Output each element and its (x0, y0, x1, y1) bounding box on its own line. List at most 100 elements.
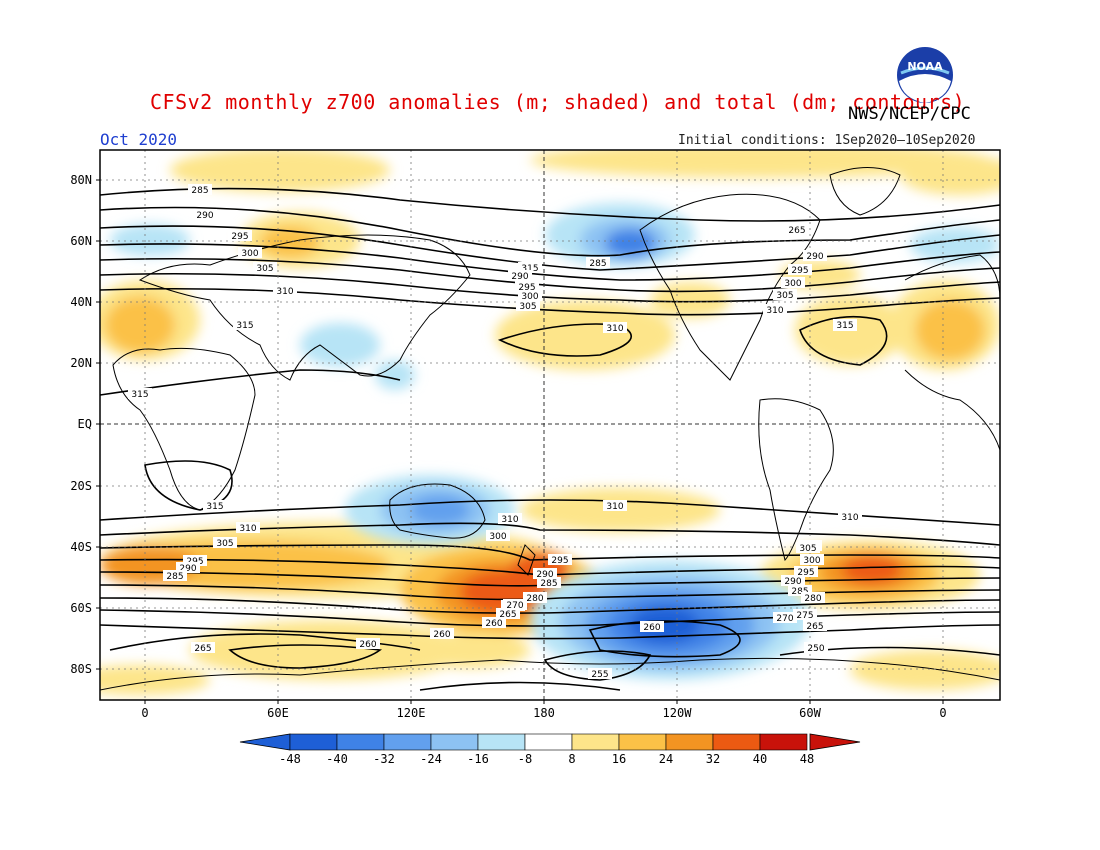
contour-label: 285 (540, 579, 557, 589)
colorbar-label: 16 (611, 752, 627, 766)
contour-label-bg (273, 285, 297, 296)
contour-label-bg (533, 568, 557, 579)
contour-label: 295 (797, 568, 814, 578)
contour-label: 305 (799, 544, 816, 554)
colorbar-label: 8 (568, 752, 576, 766)
colorbar-swatch (618, 733, 667, 751)
contour-label-bg (203, 500, 227, 511)
colorbar-swatch (383, 733, 432, 751)
contour-label: 295 (231, 232, 248, 242)
contour-label: 260 (485, 619, 502, 629)
chart-title: CFSv2 monthly z700 anomalies (m; shaded)… (150, 90, 966, 114)
contour-label-bg (773, 289, 797, 300)
contour-label-bg (781, 277, 805, 288)
noaa-logo-text: NOAA (907, 60, 943, 73)
colorbar-label: -32 (373, 752, 395, 766)
contour-label-bg (163, 570, 187, 581)
contour-label-bg (537, 577, 561, 588)
contour-label-bg (191, 642, 215, 653)
contour-label: 315 (131, 390, 148, 400)
contour-label: 310 (606, 502, 623, 512)
contour-label-bg (838, 511, 862, 522)
contour-label-bg (588, 668, 612, 679)
contour-label-bg (486, 530, 510, 541)
contour-label: 285 (191, 186, 208, 196)
contour-label-bg (785, 224, 809, 235)
contour-label: 270 (506, 601, 523, 611)
contour-label-bg (788, 585, 812, 596)
contour-label: 305 (776, 291, 793, 301)
contour-label: 265 (499, 610, 516, 620)
contour-label: 300 (521, 292, 538, 302)
colorbar-label: -48 (279, 752, 301, 766)
contour-label-bg (503, 599, 527, 610)
noaa-logo: NOAA (895, 45, 955, 109)
lon-label: 60W (799, 706, 821, 720)
contour-label: 305 (216, 539, 233, 549)
contour-label-bg (518, 290, 542, 301)
contour-label-bg (482, 617, 506, 628)
colorbar-label: -16 (467, 752, 489, 766)
colorbar-label: 24 (658, 752, 674, 766)
contour-label-bg (603, 322, 627, 333)
contour-label-bg (253, 262, 277, 273)
lat-label: 20N (70, 356, 92, 370)
contour-label-bg (356, 638, 380, 649)
colorbar-label: 48 (799, 752, 815, 766)
contour-label: 285 (791, 587, 808, 597)
contour-label: 295 (551, 556, 568, 566)
colorbar-swatch (759, 733, 808, 751)
contour-label: 310 (239, 524, 256, 534)
contour-label: 290 (511, 272, 528, 282)
contour-label: 315 (206, 502, 223, 512)
anomaly-shading (100, 150, 1000, 700)
colorbar (239, 733, 861, 751)
contour-label: 255 (591, 670, 608, 680)
contour-label-bg (773, 612, 797, 623)
colorbar-swatch (289, 733, 338, 751)
contour-label: 265 (788, 226, 805, 236)
contour-label-bg (603, 500, 627, 511)
contour-label: 310 (606, 324, 623, 334)
lon-label: 120W (662, 706, 692, 720)
lon-label: 180 (533, 706, 555, 720)
contour-label: 260 (359, 640, 376, 650)
lat-label: 60S (70, 601, 92, 615)
contour-label: 305 (256, 264, 273, 274)
colorbar-label: 32 (705, 752, 721, 766)
contour-label-bg (176, 562, 200, 573)
contour-label: 250 (807, 644, 824, 654)
lat-label: 20S (70, 479, 92, 493)
lon-label: 0 (141, 706, 149, 720)
contour-label-bg (640, 621, 664, 632)
contour-label: 285 (166, 572, 183, 582)
lon-label: 60E (267, 706, 289, 720)
colorbar-label: -8 (517, 752, 533, 766)
colorbar-label: -24 (420, 752, 442, 766)
contour-label: 275 (796, 611, 813, 621)
lon-label: 120E (396, 706, 426, 720)
colorbar-swatch (477, 733, 526, 751)
contour-label-bg (800, 554, 824, 565)
lat-label: 40N (70, 295, 92, 309)
initial-conditions: Initial conditions: 1Sep2020–10Sep2020 (678, 133, 976, 148)
forecast-month: Oct 2020 (100, 130, 178, 149)
contour-label-bg (238, 247, 262, 258)
contour-label-bg (523, 592, 547, 603)
contour-label-bg (496, 608, 520, 619)
lat-label: 40S (70, 540, 92, 554)
contour-label-bg (183, 555, 207, 566)
contour-label-bg (516, 300, 540, 311)
contour-label-bg (515, 281, 539, 292)
lat-label: 60N (70, 234, 92, 248)
contour-label-bg (803, 620, 827, 631)
contour-label-bg (508, 270, 532, 281)
colorbar-arrow-right (809, 733, 861, 751)
contour-label-bg (498, 513, 522, 524)
lat-label: 80N (70, 173, 92, 187)
contour-label: 290 (179, 564, 196, 574)
contour-label-bg (763, 304, 787, 315)
contour-label: 295 (791, 266, 808, 276)
contour-label-bg (233, 319, 257, 330)
